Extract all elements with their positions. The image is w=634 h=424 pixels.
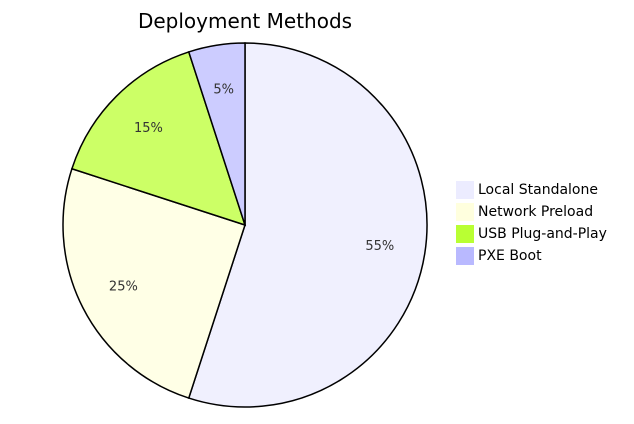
- legend-swatch-pxe-boot: [456, 247, 474, 265]
- legend-label-usb-plug-and-play: USB Plug-and-Play: [478, 226, 607, 242]
- pie-slices: [62, 42, 428, 408]
- pie-slice-usb-plug-and-play: [70, 50, 247, 227]
- pie-slice-labels: 55% 25% 15% 5%: [109, 83, 394, 295]
- legend-label-local-standalone: Local Standalone: [478, 182, 598, 198]
- slice-label-local-standalone: 55%: [365, 239, 394, 254]
- slice-label-network-preload: 25%: [109, 279, 138, 294]
- pie-slice-local-standalone: [187, 42, 428, 408]
- slice-label-pxe-boot: 5%: [213, 83, 234, 98]
- pie-slice-network-preload: [62, 167, 246, 400]
- legend-swatch-local-standalone: [456, 181, 474, 199]
- legend-swatch-network-preload: [456, 203, 474, 221]
- legend-label-pxe-boot: PXE Boot: [478, 248, 542, 264]
- legend: Local Standalone Network Preload USB Plug-…: [456, 181, 607, 265]
- slice-label-usb-plug-and-play: 15%: [134, 121, 163, 136]
- legend-label-network-preload: Network Preload: [478, 204, 593, 220]
- pie-slice-pxe-boot: [187, 42, 246, 226]
- legend-swatch-usb-plug-and-play: [456, 225, 474, 243]
- chart-title: Deployment Methods: [138, 9, 352, 33]
